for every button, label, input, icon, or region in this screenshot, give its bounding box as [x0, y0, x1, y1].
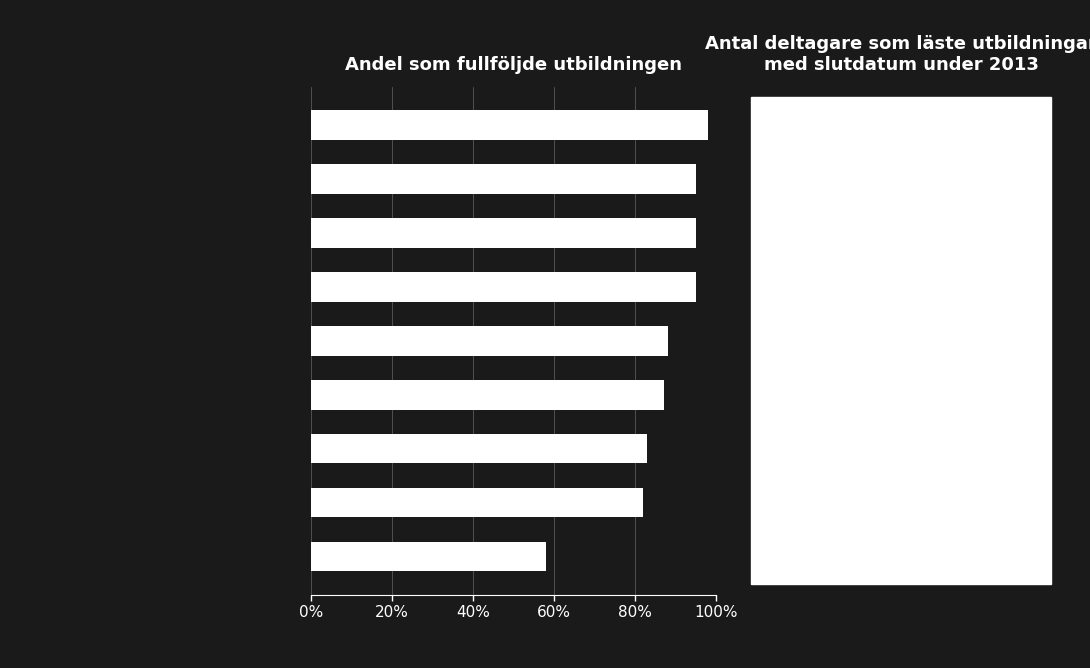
FancyBboxPatch shape: [751, 97, 1051, 584]
Bar: [311, 326, 668, 355]
Bar: [311, 164, 697, 194]
Bar: [311, 380, 664, 409]
Bar: [311, 434, 647, 464]
Bar: [311, 272, 697, 301]
Title: Antal deltagare som läste utbildningar
med slutdatum under 2013: Antal deltagare som läste utbildningar m…: [705, 35, 1090, 74]
Bar: [311, 542, 546, 571]
Bar: [311, 218, 697, 248]
Title: Andel som fullföljde utbildningen: Andel som fullföljde utbildningen: [346, 56, 682, 74]
Bar: [311, 110, 708, 140]
Bar: [311, 488, 643, 518]
